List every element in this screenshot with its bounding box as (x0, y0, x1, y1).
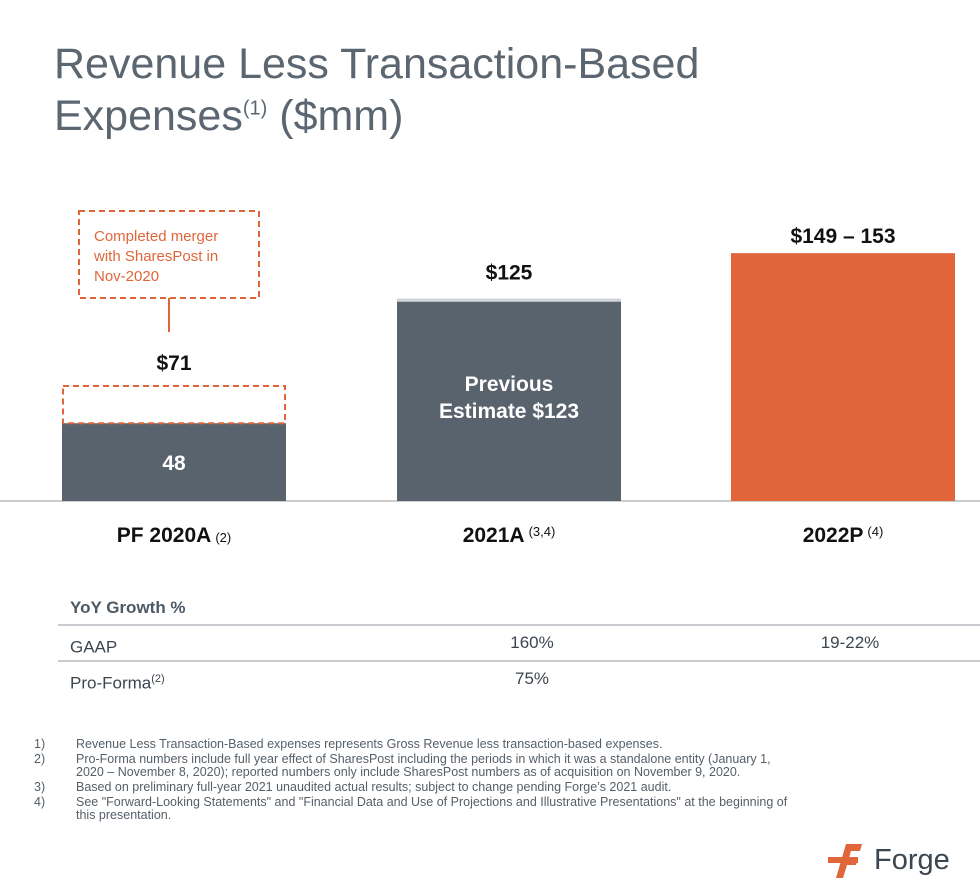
yoy-row-proforma: Pro-Forma(2) 75% (58, 660, 980, 696)
footnotes: 1) Revenue Less Transaction-Based expense… (34, 738, 794, 824)
bar-value-label: $71 (156, 352, 191, 375)
forge-logo-text: Forge (874, 844, 950, 876)
footnote-2: 2) Pro-Forma numbers include full year ef… (34, 752, 771, 779)
bar-pf2020a-proforma-outline (62, 384, 286, 425)
footnote-4: 4) See "Forward-Looking Statements" and "… (34, 795, 788, 822)
forge-logo-icon (828, 844, 862, 878)
category-label: 2021A (3,4) (463, 524, 556, 547)
bar-2022p (731, 253, 955, 501)
page-title: Revenue Less Transaction-Based Expenses(… (54, 38, 774, 142)
yoy-row-label: Pro-Forma(2) (70, 673, 165, 693)
yoy-growth-table: YoY Growth % GAAP 160% 19-22% Pro-Forma(… (58, 592, 980, 696)
revenue-bar-chart: 48 $71 Completed merger with SharesPost in N… (0, 210, 980, 547)
yoy-row-label: GAAP (70, 637, 118, 657)
bar-inner-label: Previous Estimate $123 (439, 373, 579, 423)
forge-logo: Forge (826, 840, 956, 884)
yoy-cell-2022: 19-22% (820, 633, 880, 652)
merger-annotation-text: Completed merger with SharesPost in Nov-20… (93, 228, 218, 285)
yoy-row-gaap: GAAP 160% 19-22% (58, 624, 980, 660)
bar-value-label: $149 – 153 (790, 225, 895, 248)
yoy-cell-2021: 75% (514, 669, 550, 688)
bar-2021a (397, 301, 621, 501)
title-footnote-marker: (1) (242, 97, 268, 120)
yoy-cell-2021: 160% (510, 633, 554, 652)
bar-value-label: $125 (486, 262, 533, 285)
category-label: PF 2020A (2) (117, 524, 231, 547)
title-unit: ($mm) (267, 92, 404, 140)
footnote-3: 3) Based on preliminary full-year 2021 un… (34, 780, 672, 794)
merger-annotation-box (78, 210, 260, 299)
footnote-1: 1) Revenue Less Transaction-Based expense… (34, 737, 663, 751)
category-label: 2022P (4) (803, 524, 884, 547)
title-main: Revenue Less Transaction-Based Expenses (54, 40, 700, 140)
bar-pf2020a-base (62, 423, 286, 501)
bar-inner-label: 48 (162, 452, 186, 475)
bar-2021a-increment (397, 298, 621, 302)
yoy-header: YoY Growth % (70, 598, 186, 617)
